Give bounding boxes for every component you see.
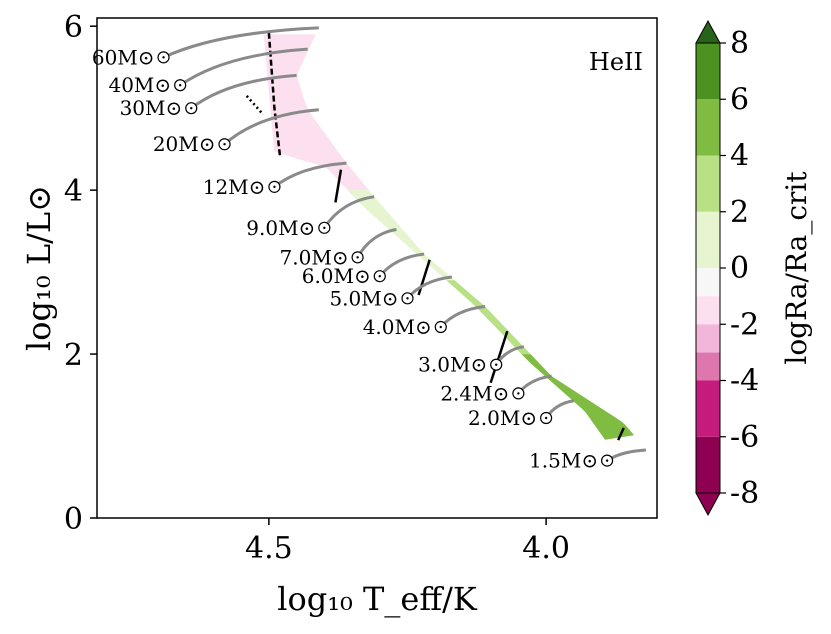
mass-label-12: 2.0M⊙ <box>468 406 537 430</box>
colorbar-tick-label-0: 8 <box>730 26 749 61</box>
colorbar-tick-label-5: -2 <box>730 307 759 342</box>
colorbar-extend-top <box>695 19 721 44</box>
mass-label-6: 7.0M⊙ <box>280 245 349 269</box>
plot-frame <box>96 17 658 519</box>
boundary-line-1 <box>245 95 265 116</box>
boundary-line-3 <box>417 259 431 296</box>
mass-label-2: 30M⊙ <box>120 96 183 120</box>
colorbar-band-0 <box>696 436 720 493</box>
mass-label-3: 20M⊙ <box>153 132 216 156</box>
y-tick-label-1: 2 <box>64 338 83 373</box>
plot-area: 60M⊙ 40M⊙30M⊙ 20M⊙ 12M⊙ 9.0M⊙ 7.0M⊙6.0M⊙5.0M⊙… <box>92 26 647 473</box>
colorbar-tick-label-2: 4 <box>730 139 749 174</box>
zams-marker-dot-6 <box>356 256 359 259</box>
track-9 <box>439 305 486 329</box>
colorbar-band-8 <box>696 99 720 156</box>
x-tick-label-0: 4.5 <box>245 531 293 566</box>
zams-marker-dot-8 <box>406 297 409 300</box>
boundary-line-2 <box>334 169 343 203</box>
zams-marker-dot-5 <box>323 226 326 230</box>
mass-label-11: 2.4M⊙ <box>440 381 509 405</box>
y-axis-label: log₁₀ L/L⊙ <box>20 185 58 351</box>
boundary-line-5 <box>617 427 625 441</box>
zams-marker-dot-3 <box>223 143 226 146</box>
zams-marker-dot-9 <box>439 325 442 329</box>
axes: 4.5 4.0 0 2 4 6 <box>64 10 570 566</box>
x-axis-label: log₁₀ T_eff/K <box>277 580 478 618</box>
colorbar-band-7 <box>696 155 720 212</box>
zams-marker-dot-7 <box>378 274 381 278</box>
region-band-2 <box>446 280 531 355</box>
colorbar-tick-label-3: 2 <box>730 195 749 230</box>
colorbar-band-4 <box>696 296 720 325</box>
x-tick-label-1: 4.0 <box>522 531 570 566</box>
zams-marker-dot-0 <box>162 56 165 59</box>
track-6 <box>356 227 397 259</box>
track-7 <box>378 252 425 278</box>
boundary-line-0 <box>267 32 282 156</box>
y-tick-label-3: 6 <box>64 10 83 45</box>
colorbar-band-6 <box>696 211 720 268</box>
zams-marker-dot-2 <box>190 106 193 110</box>
track-1 <box>179 47 308 87</box>
colorbar-band-2 <box>696 352 720 381</box>
colorbar-band-5 <box>696 268 720 297</box>
colorbar-tick-label-1: 6 <box>730 82 749 117</box>
mass-label-13: 1.5M⊙ <box>529 449 598 473</box>
y-tick-label-0: 0 <box>64 502 83 537</box>
mass-label-5: 9.0M⊙ <box>246 216 315 240</box>
boundary-line-4 <box>489 330 509 384</box>
region-band-0 <box>263 34 369 191</box>
track-2 <box>190 73 297 110</box>
zams-marker-dot-11 <box>517 392 520 395</box>
mass-label-9: 4.0M⊙ <box>363 315 432 339</box>
colorbar: 8 6 4 2 0 -2 -4 -6 -8 logRa/Ra_crit <box>695 19 813 517</box>
colorbar-label: logRa/Ra_crit <box>780 171 813 365</box>
panel-label: HeII <box>589 48 643 76</box>
colorbar-band-9 <box>696 43 720 100</box>
y-tick-label-2: 4 <box>64 174 83 209</box>
track-8 <box>406 275 453 300</box>
colorbar-band-1 <box>696 380 720 437</box>
mass-label-4: 12M⊙ <box>203 175 266 199</box>
zams-marker-dot-4 <box>273 185 276 189</box>
track-0 <box>162 26 319 59</box>
mass-label-10: 3.0M⊙ <box>418 353 487 377</box>
region-band-3 <box>521 354 635 440</box>
mass-label-0: 60M⊙ <box>92 45 155 69</box>
colorbar-tick-label-8: -8 <box>730 476 759 511</box>
colorbar-extend-bottom <box>695 492 721 517</box>
colorbar-band-3 <box>696 324 720 353</box>
colorbar-tick-label-4: 0 <box>730 251 749 286</box>
mass-label-1: 40M⊙ <box>108 73 171 97</box>
track-3 <box>223 108 319 146</box>
zams-marker-dot-12 <box>544 416 548 420</box>
zams-marker-dot-13 <box>605 459 609 462</box>
mass-label-8: 5.0M⊙ <box>329 286 398 310</box>
colorbar-tick-label-7: -6 <box>730 420 759 455</box>
zams-marker-dot-10 <box>495 363 498 366</box>
colorbar-tick-label-6: -4 <box>730 364 759 399</box>
zams-marker-dot-1 <box>178 84 182 87</box>
mass-label-7: 6.0M⊙ <box>302 264 371 288</box>
